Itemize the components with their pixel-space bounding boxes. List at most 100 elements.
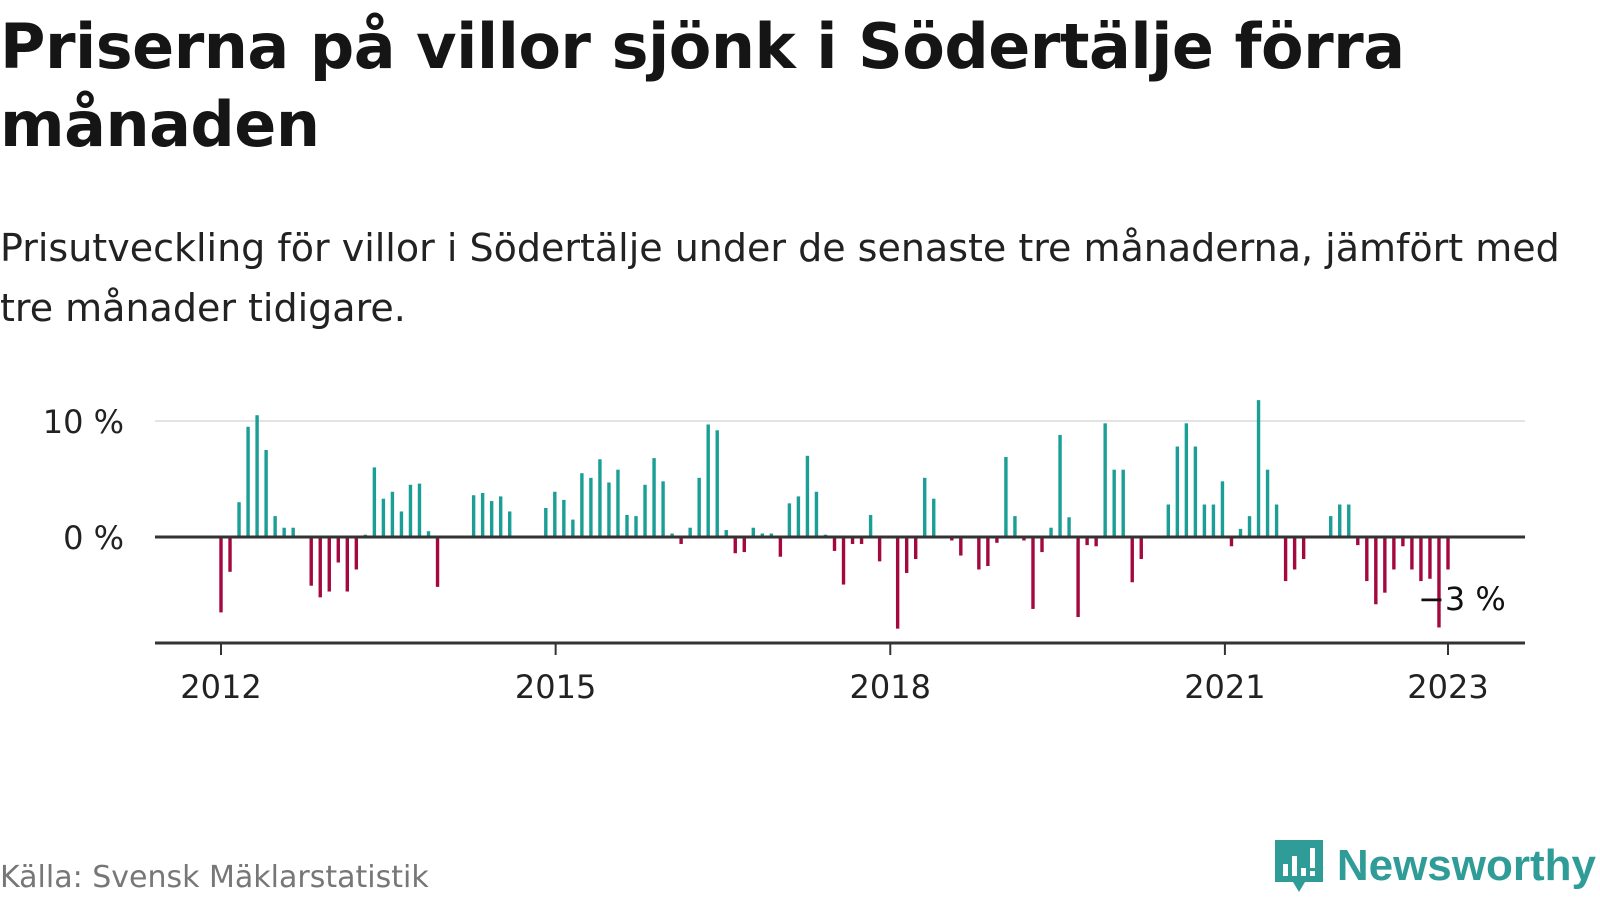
y-tick-label: 0 % [63,519,124,557]
bar [1004,456,1008,537]
bar [1401,537,1405,547]
bar [977,537,981,570]
bar [1383,537,1387,593]
bar [1193,446,1198,537]
bar [950,537,954,541]
bar [1292,537,1297,570]
bar [426,531,431,537]
x-tick-label: 2012 [180,668,261,700]
bar [679,537,683,544]
bar [796,496,801,537]
bar [913,537,918,560]
bar [832,537,837,551]
x-tick-label: 2021 [1184,668,1265,700]
bar [751,527,756,537]
bar [589,477,593,537]
bar [553,491,557,537]
bar [995,537,999,543]
bar [616,469,620,537]
bar [1446,537,1450,570]
bar [1031,537,1035,609]
x-tick-label: 2018 [850,668,931,700]
bar [291,527,295,537]
brand-logo: Newsworthy [1273,838,1596,894]
bar [1410,537,1414,570]
bar [859,537,864,544]
bar [598,459,602,537]
bar [643,484,647,537]
bar [868,514,873,537]
bar [1022,537,1026,541]
bar [652,458,656,537]
bar [1112,469,1116,537]
bar [661,481,665,537]
bar [1238,528,1243,537]
bar [544,508,548,537]
bar [408,484,413,537]
bar [1121,469,1125,537]
bar [1139,537,1143,560]
newsworthy-logo-icon [1274,840,1323,892]
bar [1103,423,1107,537]
bar [1338,504,1342,537]
bar [1130,537,1134,583]
bar [1419,537,1423,582]
bar [372,467,377,537]
bar [1256,400,1261,537]
bar [634,516,638,537]
brand-name: Newsworthy [1336,841,1596,890]
bar [697,477,701,537]
bar [1013,516,1017,537]
axes [155,535,1525,655]
bar [1392,537,1396,570]
bar [399,511,404,537]
bar [1094,537,1098,547]
bar [417,483,422,537]
bar [814,491,819,537]
bar [805,455,810,537]
bar [1347,504,1351,537]
bar [562,499,566,537]
bars [219,400,1450,629]
bar [255,415,259,537]
bar [778,537,783,557]
bar [381,498,386,537]
bar [959,537,963,556]
bar [336,537,340,563]
bar [625,514,629,537]
bar [273,516,277,537]
bar [1076,537,1080,618]
bar [1283,537,1288,582]
bar [1229,537,1234,547]
bar [480,492,485,537]
bar [354,537,359,570]
chart-subtitle: Prisutveckling för villor i Södertälje u… [0,226,1560,330]
bar [670,533,674,537]
bar [1265,469,1270,537]
bar [688,527,692,537]
bar [309,537,313,586]
value-annotation: −3 % [1418,580,1506,618]
bar [1040,537,1044,553]
bar [1049,527,1053,537]
bar [1211,504,1216,537]
bar [228,537,232,572]
bar [498,496,503,537]
bar [923,477,927,537]
bar [264,450,268,537]
bar [1085,537,1089,546]
bar [1220,481,1225,537]
bar [345,537,350,592]
bar [724,530,728,537]
bar [1374,537,1378,605]
bar [1428,537,1432,579]
tick-labels: 0 % 10 % 2012 2015 2018 2021 2023 −3 % [43,403,1506,700]
bar [733,537,737,554]
bar [841,537,846,585]
bar [489,501,494,537]
bar [508,511,512,537]
bar [706,424,710,537]
bar [715,430,719,537]
chart-title: Priserna på villor sjönk i Södertälje fö… [0,10,1405,161]
bar [471,495,476,537]
